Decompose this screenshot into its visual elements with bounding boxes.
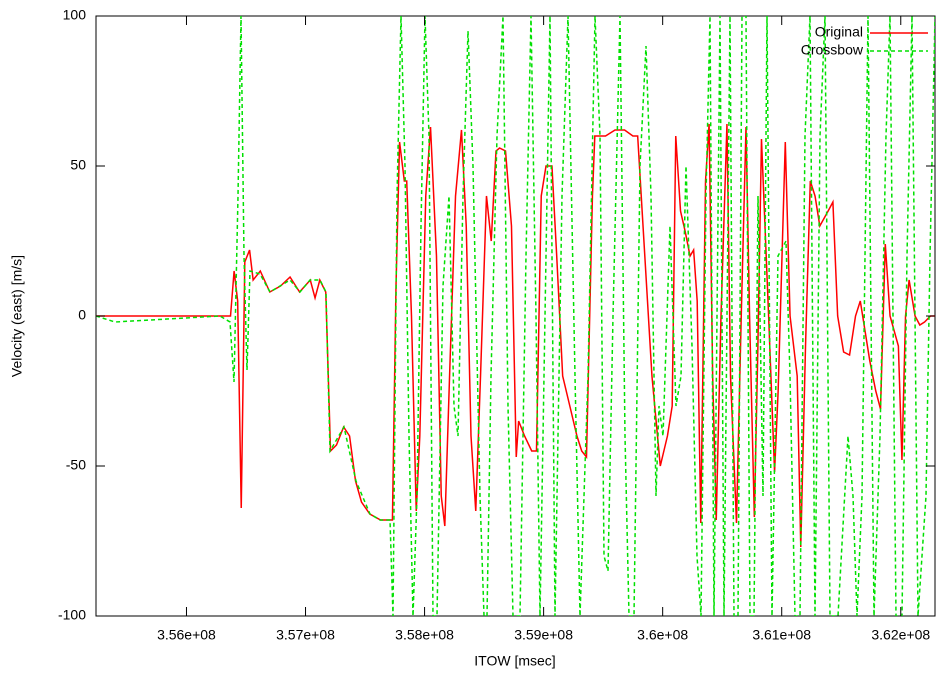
series-line <box>96 123 935 548</box>
y-axis-label: Velocity (east) [m/s] <box>9 255 25 377</box>
x-tick-label: 3.58e+08 <box>395 627 454 643</box>
x-tick-label: 3.59e+08 <box>514 627 573 643</box>
legend-label: Crossbow <box>801 42 864 58</box>
y-tick-label: 100 <box>63 7 87 23</box>
x-axis-label: ITOW [msec] <box>474 653 555 669</box>
legend-label: Original <box>815 24 863 40</box>
x-tick-label: 3.62e+08 <box>871 627 930 643</box>
y-tick-label: -100 <box>58 607 86 623</box>
x-tick-label: 3.57e+08 <box>276 627 335 643</box>
y-tick-label: 50 <box>70 157 86 173</box>
x-tick-label: 3.61e+08 <box>752 627 811 643</box>
lines <box>96 16 935 616</box>
y-tick-label: 0 <box>78 307 86 323</box>
x-tick-label: 3.6e+08 <box>637 627 688 643</box>
y-tick-label: -50 <box>66 457 86 473</box>
x-tick-label: 3.56e+08 <box>157 627 216 643</box>
